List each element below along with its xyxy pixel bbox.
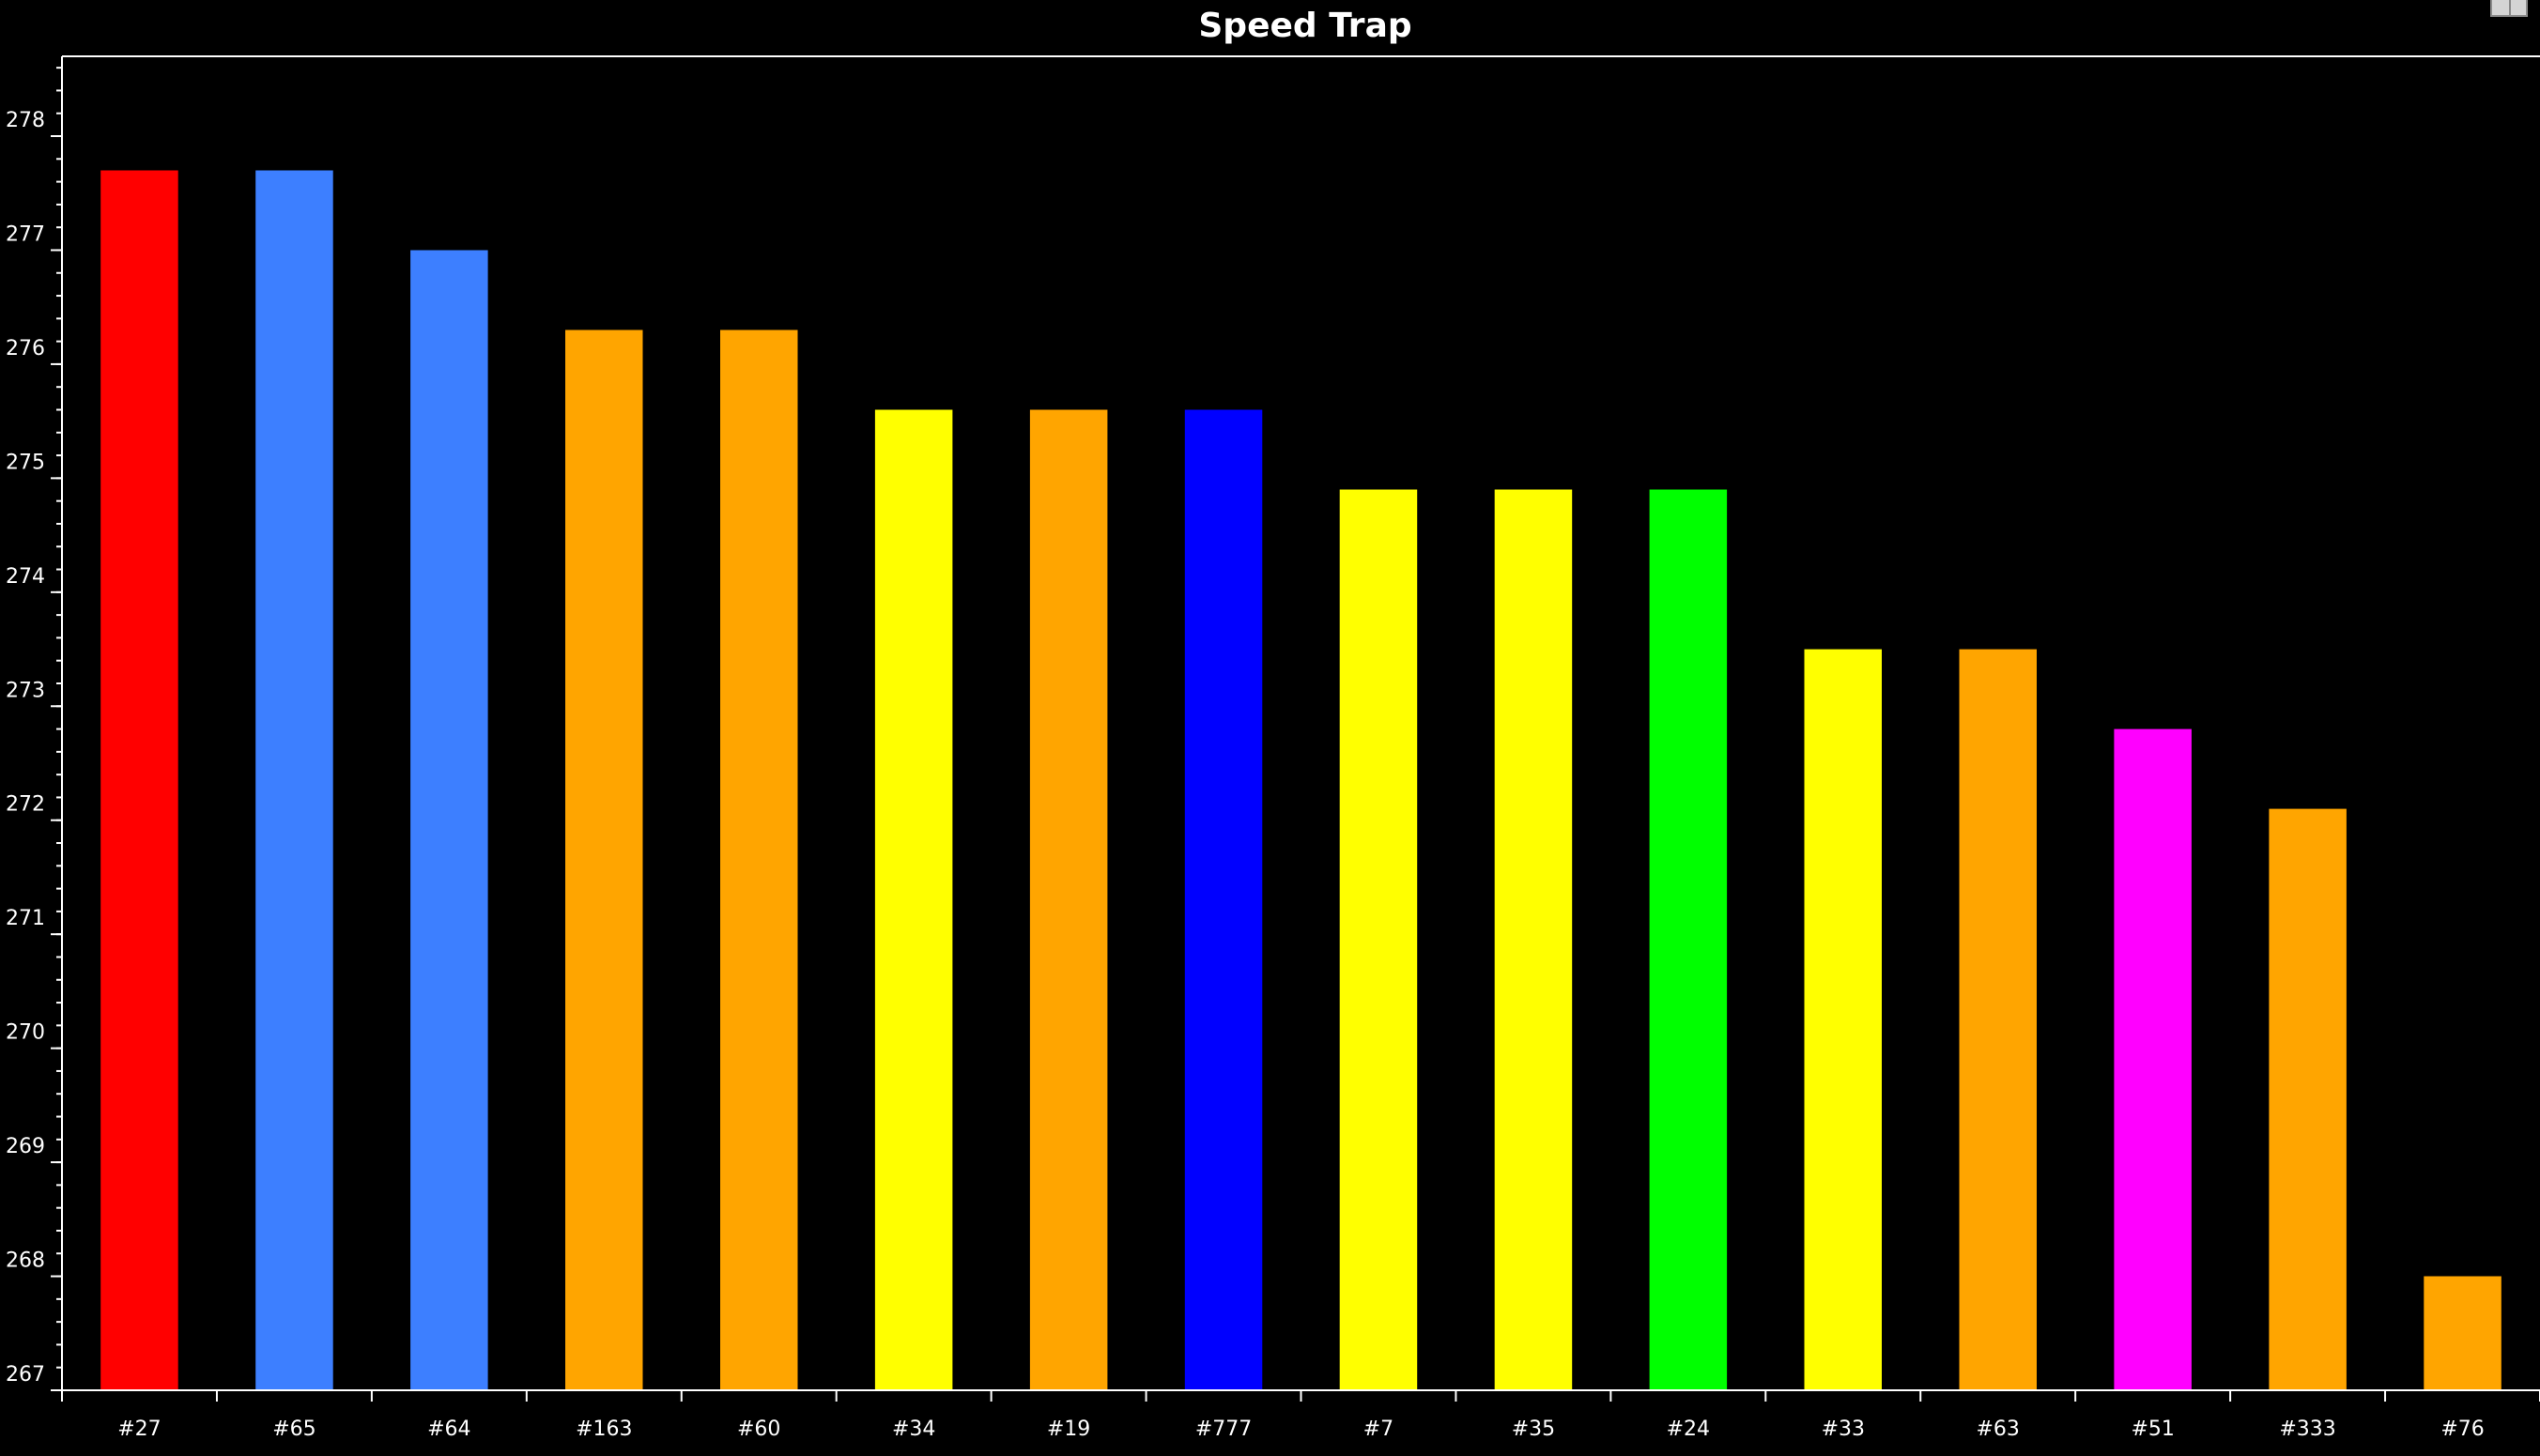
y-tick-label: 269 xyxy=(6,1135,45,1158)
bar xyxy=(1959,649,2037,1390)
y-tick-label: 277 xyxy=(6,222,45,246)
x-tick-label: #65 xyxy=(272,1418,316,1441)
bar xyxy=(410,250,488,1390)
bar xyxy=(2114,728,2192,1390)
bar xyxy=(1494,489,1573,1390)
bar xyxy=(100,170,178,1390)
window-restore-button[interactable] xyxy=(2490,0,2528,17)
bar xyxy=(1339,489,1418,1390)
bars-group xyxy=(100,170,2502,1390)
y-tick-label: 271 xyxy=(6,907,45,930)
x-tick-label: #163 xyxy=(576,1418,632,1441)
x-tick-label: #60 xyxy=(737,1418,780,1441)
x-tick-label: #24 xyxy=(1667,1418,1710,1441)
x-tick-label: #27 xyxy=(117,1418,161,1441)
bar xyxy=(1029,409,1108,1390)
x-tick-label: #35 xyxy=(1512,1418,1555,1441)
y-tick-label: 273 xyxy=(6,679,45,702)
y-tick-label: 268 xyxy=(6,1249,45,1273)
y-tick-label: 270 xyxy=(6,1021,45,1045)
chart-title: Speed Trap xyxy=(1198,7,1412,45)
x-tick-label: #63 xyxy=(1977,1418,2020,1441)
x-tick-label: #19 xyxy=(1047,1418,1090,1441)
axes-group: 267 268 269 270 271 272 273 274 275 276 277 278 #27 #… xyxy=(6,55,2540,1441)
bar xyxy=(1184,409,1263,1390)
bar xyxy=(2424,1276,2502,1390)
x-tick-label: #777 xyxy=(1195,1418,1252,1441)
bar xyxy=(1649,489,1728,1390)
y-tick-label: 272 xyxy=(6,793,45,817)
x-tick-label: #333 xyxy=(2279,1418,2335,1441)
y-tick-label: 278 xyxy=(6,109,45,132)
y-tick-label: 267 xyxy=(6,1363,45,1387)
bar xyxy=(2269,808,2347,1390)
bar xyxy=(720,330,798,1390)
x-tick-label: #34 xyxy=(892,1418,935,1441)
x-tick-label: #64 xyxy=(427,1418,470,1441)
x-tick-label: #76 xyxy=(2440,1418,2484,1441)
x-tick-label: #33 xyxy=(1822,1418,1865,1441)
bar xyxy=(255,170,333,1390)
bar xyxy=(1804,649,1882,1390)
x-tick-label: #51 xyxy=(2131,1418,2174,1441)
y-tick-label: 275 xyxy=(6,451,45,474)
x-tick-label: #7 xyxy=(1363,1418,1393,1441)
bar xyxy=(565,330,643,1390)
y-tick-label: 276 xyxy=(6,337,45,360)
bar xyxy=(874,409,953,1390)
y-tick-label: 274 xyxy=(6,565,45,589)
